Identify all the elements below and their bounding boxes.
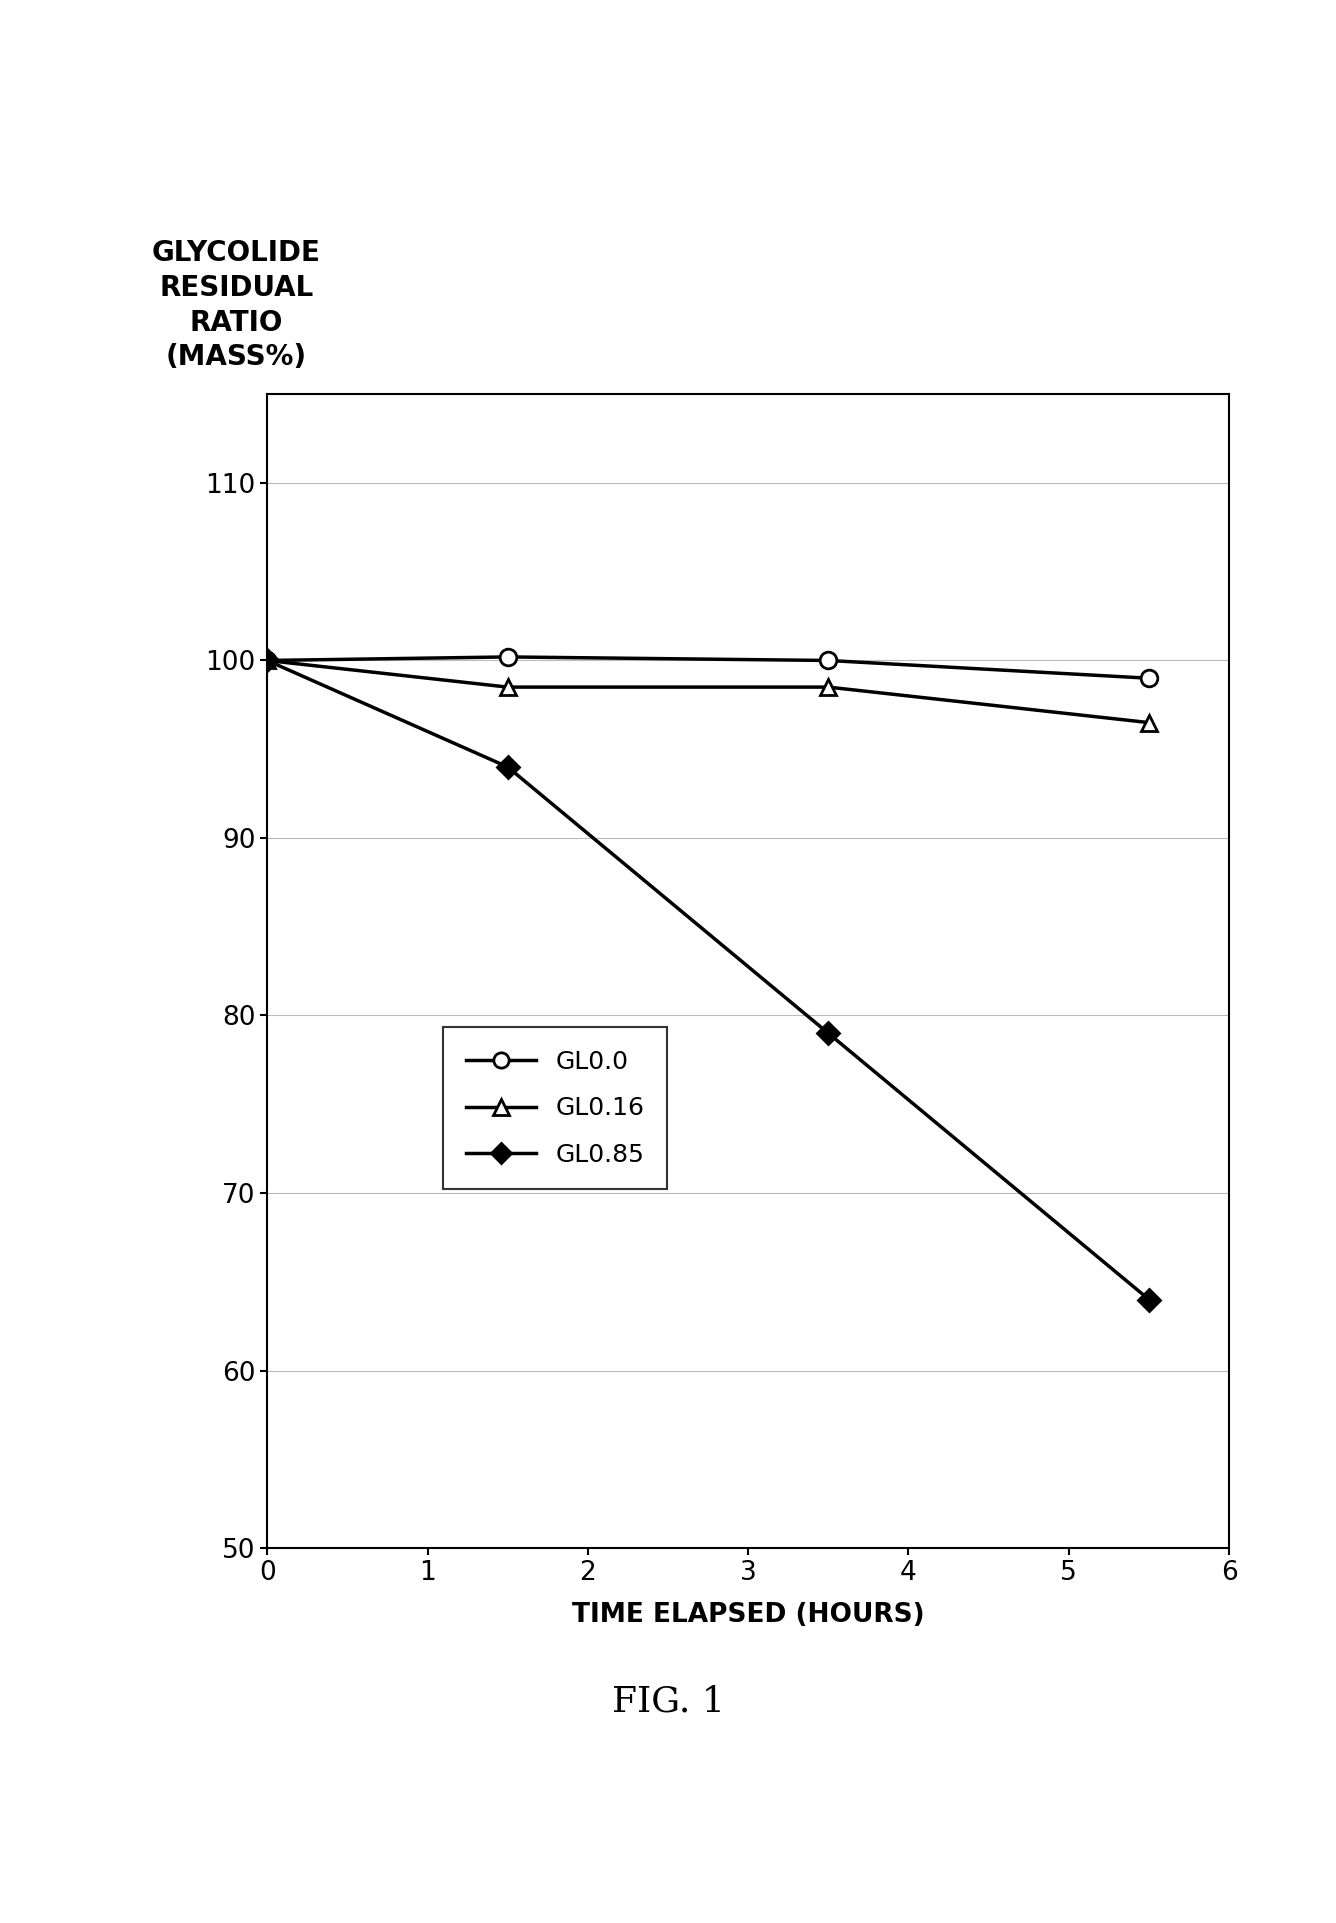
Text: GLYCOLIDE
RESIDUAL
RATIO
(MASS%): GLYCOLIDE RESIDUAL RATIO (MASS%) bbox=[152, 238, 321, 371]
X-axis label: TIME ELAPSED (HOURS): TIME ELAPSED (HOURS) bbox=[572, 1602, 925, 1629]
GL0.16 bbox=[820, 675, 836, 698]
Text: FIG. 1: FIG. 1 bbox=[612, 1685, 724, 1719]
GL0.0 bbox=[1141, 667, 1157, 690]
GL0.85 bbox=[259, 648, 275, 671]
GL0.85 bbox=[1141, 1288, 1157, 1311]
GL0.16 bbox=[259, 648, 275, 671]
GL0.85 bbox=[500, 756, 516, 779]
Line: GL0.0: GL0.0 bbox=[259, 648, 1157, 687]
GL0.16 bbox=[500, 675, 516, 698]
GL0.16 bbox=[1141, 712, 1157, 735]
Legend: GL0.0, GL0.16, GL0.85: GL0.0, GL0.16, GL0.85 bbox=[444, 1027, 667, 1188]
GL0.0 bbox=[259, 648, 275, 671]
GL0.85 bbox=[820, 1021, 836, 1044]
GL0.0 bbox=[500, 646, 516, 669]
Line: GL0.16: GL0.16 bbox=[259, 652, 1157, 731]
GL0.0 bbox=[820, 648, 836, 671]
Line: GL0.85: GL0.85 bbox=[259, 652, 1157, 1308]
